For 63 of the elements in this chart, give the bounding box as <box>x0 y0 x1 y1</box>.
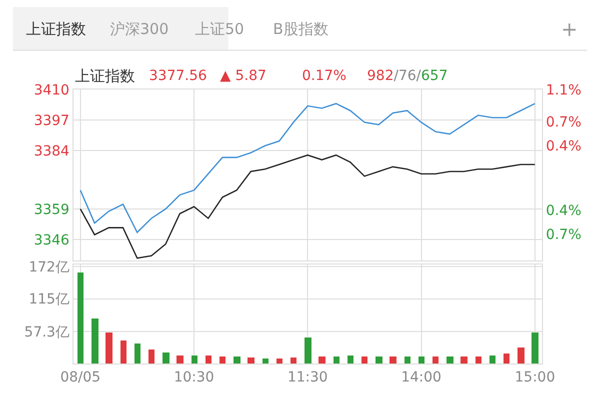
bar <box>233 356 240 364</box>
bar <box>460 356 468 364</box>
line-series <box>80 154 536 259</box>
bar <box>375 356 382 364</box>
y-tick-label: 57.3亿 <box>24 324 70 340</box>
text: 沪深300 <box>110 20 169 38</box>
y-tick-label: 3397 <box>34 112 70 129</box>
bar <box>404 356 410 364</box>
bar <box>517 347 524 364</box>
x-tick-label: 15:00 <box>514 369 556 386</box>
text: B股指数 <box>273 20 328 38</box>
x-tick-label: 10:30 <box>174 369 214 386</box>
line-series <box>80 102 536 234</box>
bar <box>290 357 296 364</box>
bar <box>333 356 340 364</box>
text: 0.17% <box>302 68 346 84</box>
y2-tick-label: 0.4% <box>546 202 582 219</box>
bar <box>105 332 112 364</box>
y2-tick-label: 1.1% <box>546 82 582 98</box>
text: 上证指数 <box>26 20 86 38</box>
y2-tick-label: 0.4% <box>546 138 582 155</box>
bar <box>276 358 282 364</box>
text: 3377.56 <box>149 68 207 84</box>
bar <box>247 357 254 364</box>
text: ▲ 5.87 <box>220 68 266 84</box>
bar <box>503 353 510 364</box>
bar <box>176 355 184 364</box>
bar <box>347 355 354 364</box>
bar <box>446 356 454 364</box>
bar <box>475 356 482 364</box>
bar <box>219 356 226 364</box>
bar <box>489 355 496 364</box>
bar <box>432 356 438 364</box>
bar <box>77 272 84 364</box>
bar <box>389 356 396 364</box>
y-tick-label: 3346 <box>34 232 70 248</box>
bar <box>361 356 368 364</box>
text: 982/76/657 <box>367 68 448 84</box>
bar <box>205 355 212 364</box>
y-tick-label: 115亿 <box>28 292 70 308</box>
bar <box>418 356 424 364</box>
y2-tick-label: 0.7% <box>546 114 582 131</box>
x-tick-label: 11:30 <box>287 369 328 386</box>
y-tick-label: 3359 <box>34 202 70 218</box>
bar <box>318 356 326 364</box>
y-tick-label: 3384 <box>34 143 70 160</box>
text: + <box>561 17 578 41</box>
y-tick-label: 3410 <box>34 82 70 98</box>
bar <box>148 349 154 364</box>
bar <box>120 340 126 364</box>
bar <box>191 355 198 364</box>
bar <box>304 337 312 364</box>
bar <box>134 343 140 364</box>
bar <box>262 358 268 364</box>
y-tick-label: 172亿 <box>28 260 70 276</box>
bar <box>91 318 98 364</box>
bar <box>162 352 170 364</box>
bar <box>531 332 538 364</box>
y2-tick-label: 0.7% <box>546 226 582 243</box>
x-tick-label: 14:00 <box>401 369 442 386</box>
text: 上证50 <box>195 20 244 38</box>
x-tick-label: 08/05 <box>60 369 101 386</box>
chart-title: 上证指数 <box>75 67 135 85</box>
